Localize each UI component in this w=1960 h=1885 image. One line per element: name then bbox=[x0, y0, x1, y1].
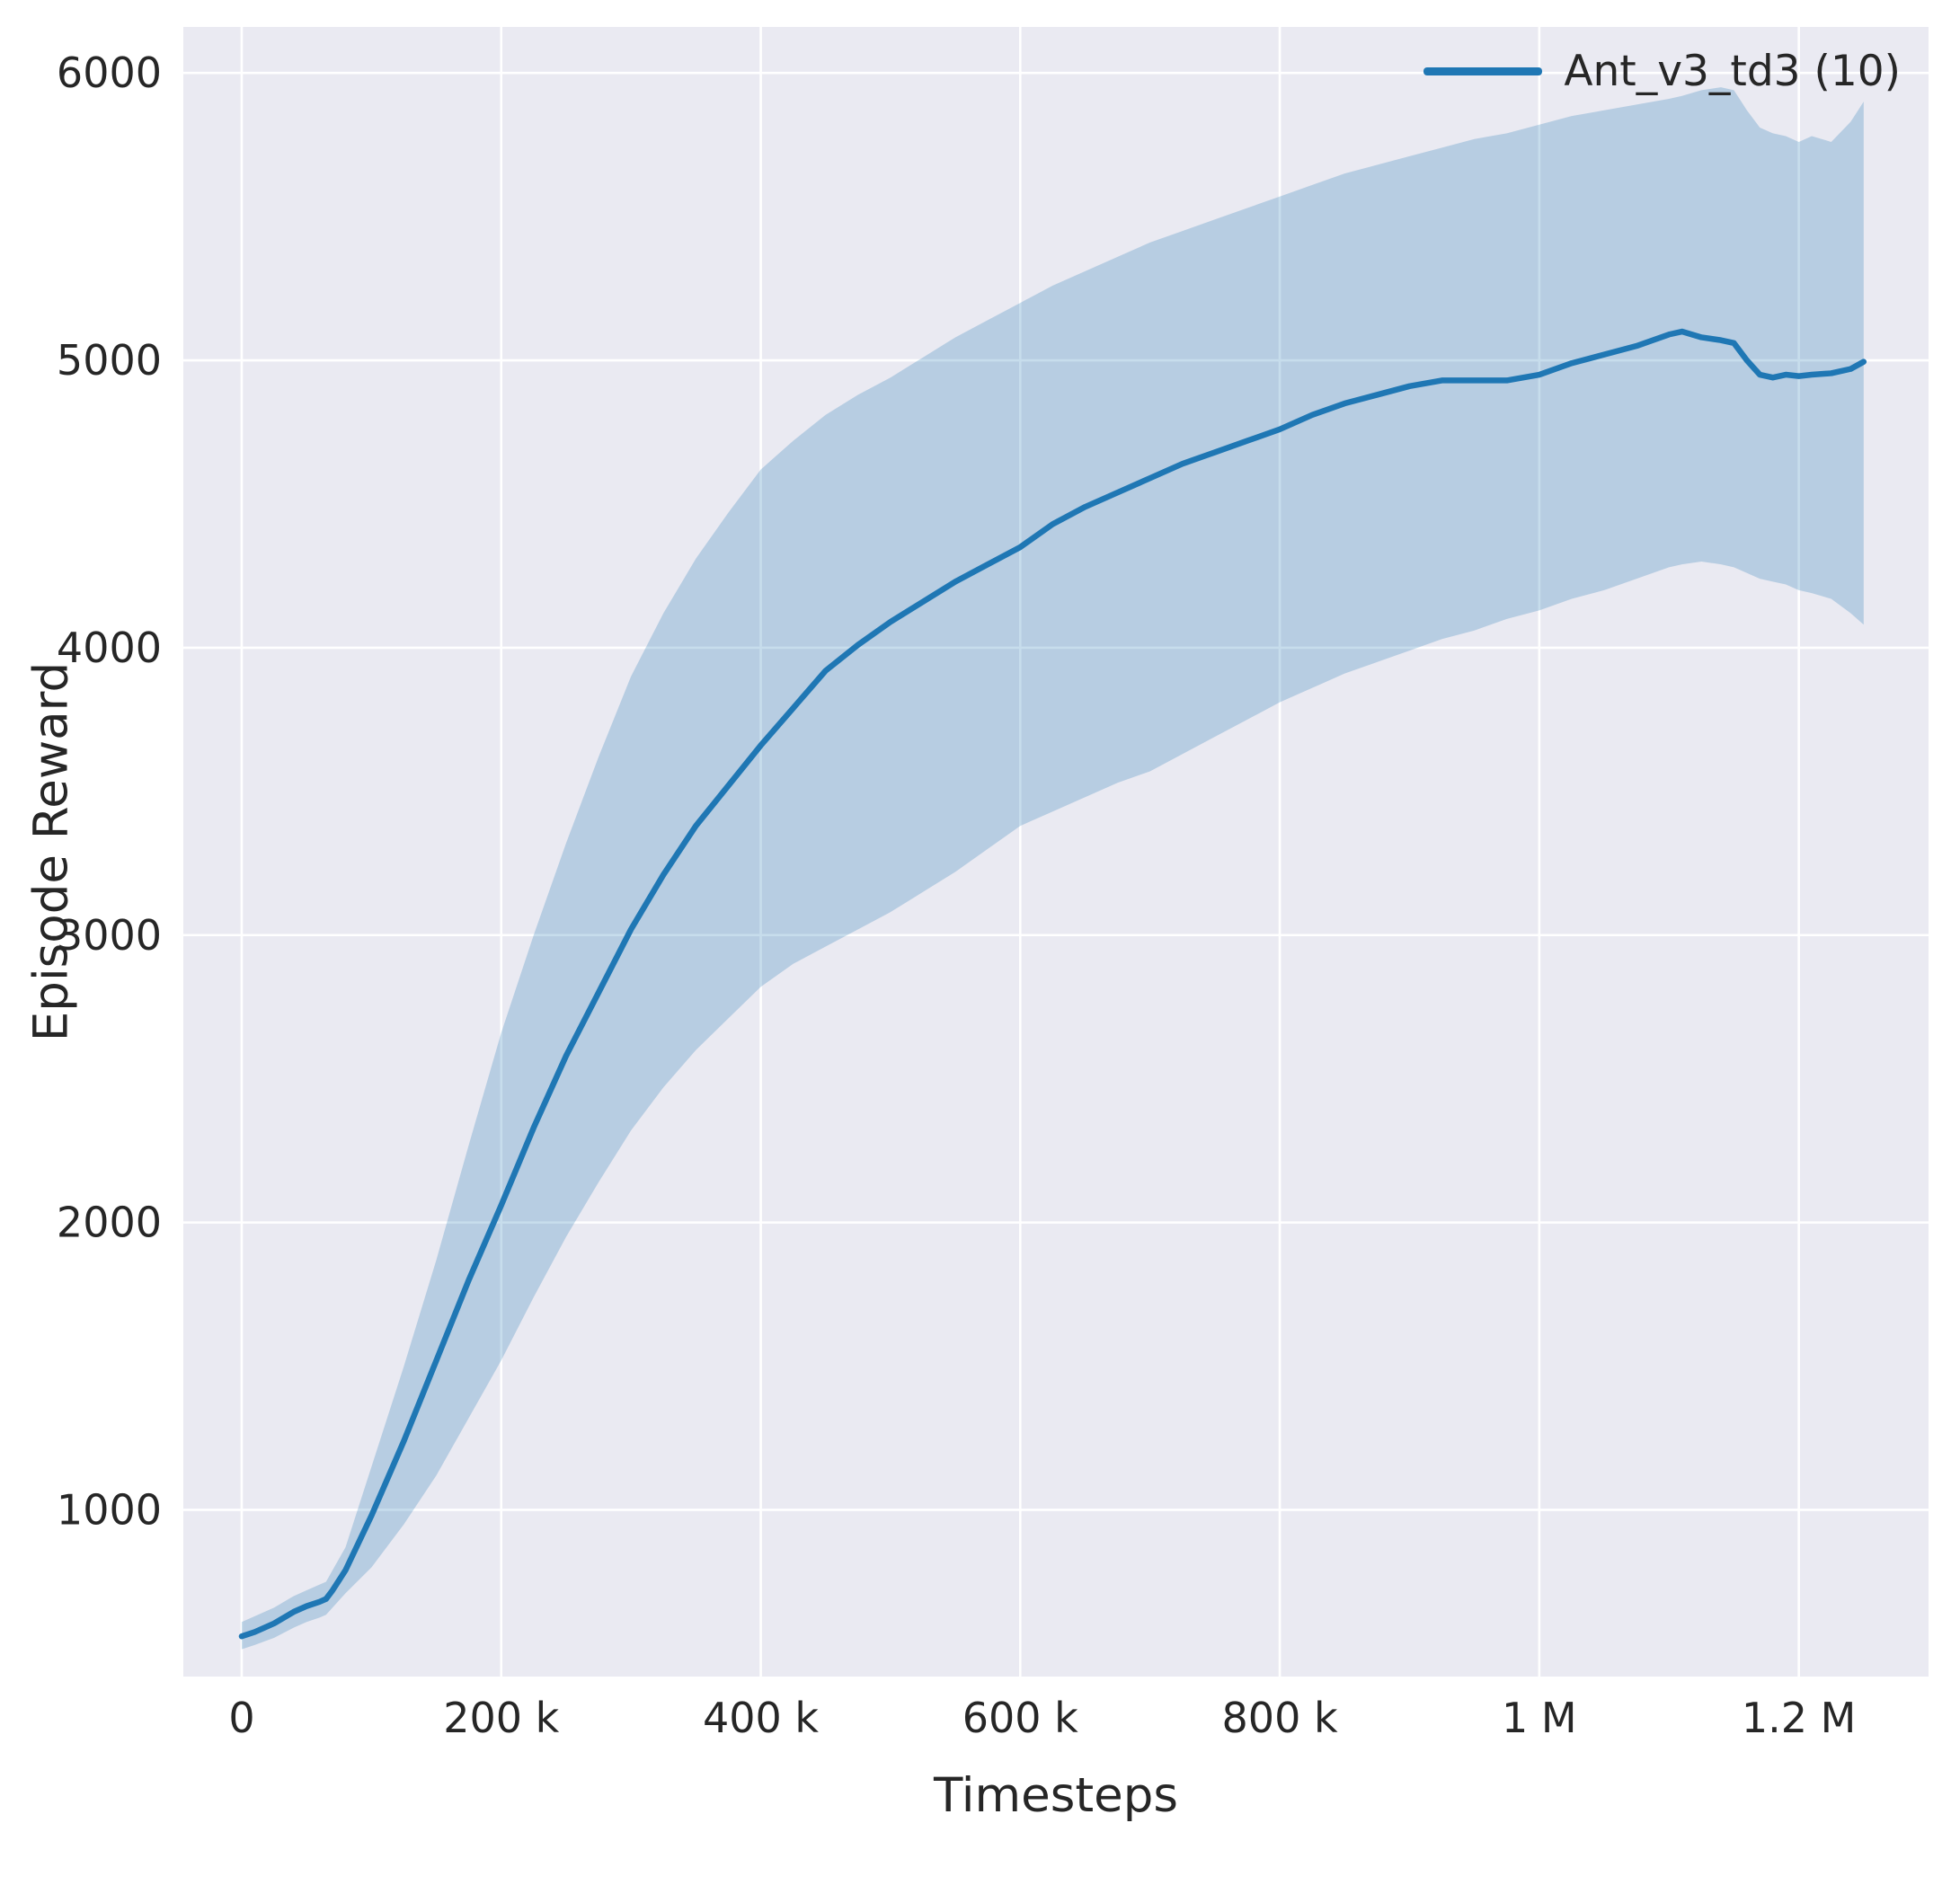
legend-line-sample bbox=[1423, 67, 1543, 75]
y-tick-label: 4000 bbox=[57, 624, 162, 672]
y-tick-label: 5000 bbox=[57, 336, 162, 385]
x-tick-label: 1 M bbox=[1502, 1694, 1577, 1742]
legend: Ant_v3_td3 (10) bbox=[1423, 47, 1901, 96]
legend-label: Ant_v3_td3 (10) bbox=[1564, 47, 1901, 96]
plot-area bbox=[183, 27, 1929, 1677]
y-tick-label: 3000 bbox=[57, 911, 162, 960]
x-tick-label: 0 bbox=[228, 1694, 254, 1742]
y-axis-label: Episode Reward bbox=[23, 661, 79, 1042]
x-tick-label: 400 k bbox=[703, 1694, 819, 1742]
confidence-band bbox=[241, 87, 1864, 1650]
mean-line bbox=[238, 328, 1867, 1640]
y-tick-label: 6000 bbox=[57, 49, 162, 97]
x-tick-label: 800 k bbox=[1222, 1694, 1338, 1742]
x-tick-label: 200 k bbox=[443, 1694, 559, 1742]
x-tick-label: 600 k bbox=[962, 1694, 1078, 1742]
x-axis-label: Timesteps bbox=[934, 1768, 1178, 1823]
y-tick-label: 2000 bbox=[57, 1199, 162, 1247]
y-tick-label: 1000 bbox=[57, 1485, 162, 1534]
x-tick-label: 1.2 M bbox=[1742, 1694, 1856, 1742]
